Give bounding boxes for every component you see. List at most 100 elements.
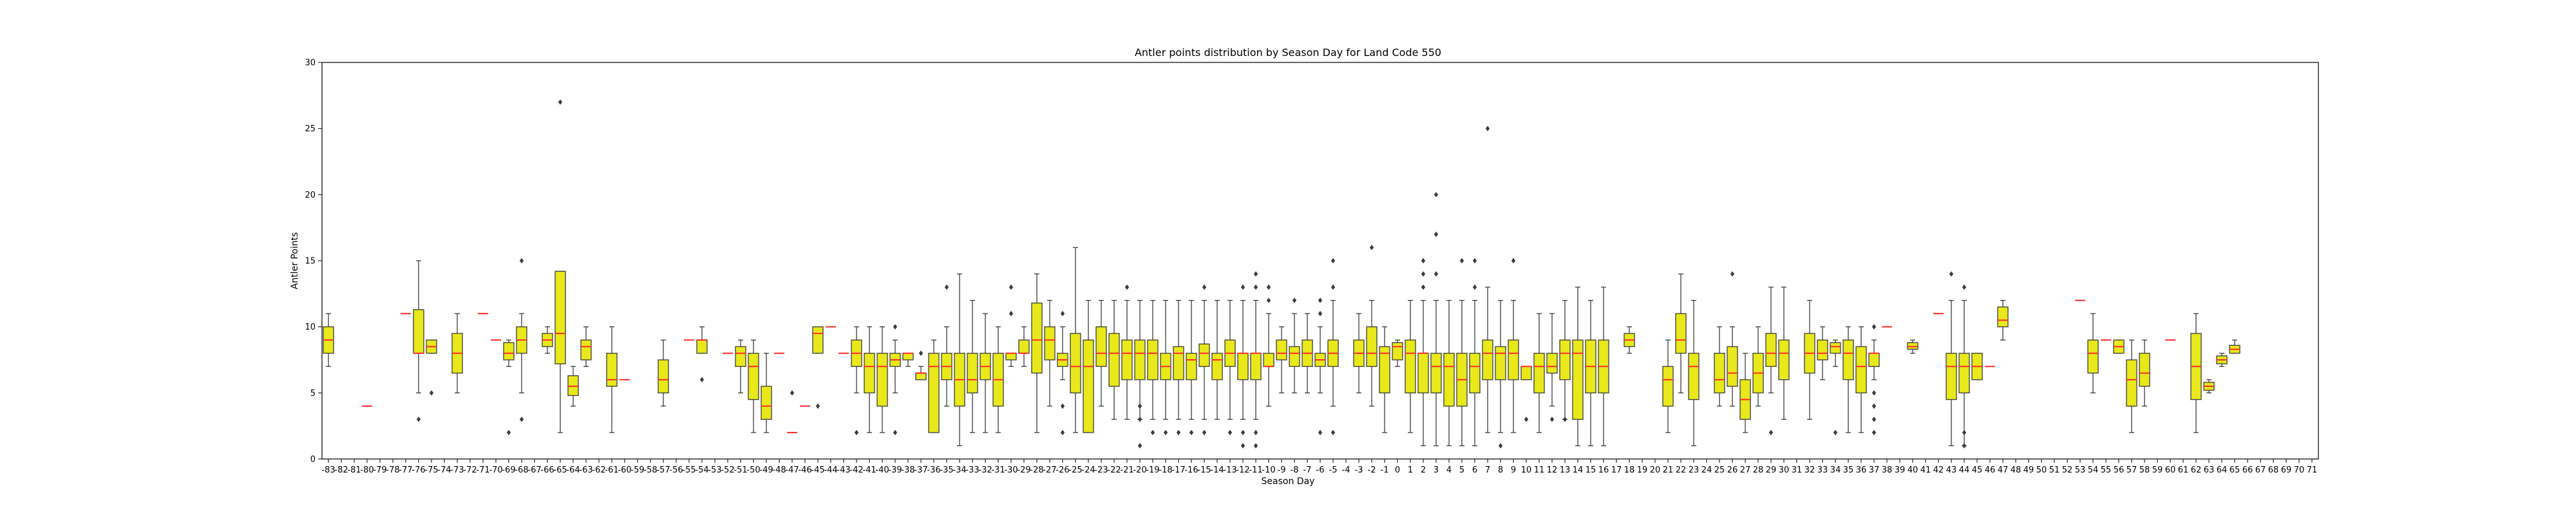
x-tick-label: 37 [1869, 465, 1880, 475]
x-tick-label: -5 [1329, 465, 1338, 475]
x-tick-label: -35 [940, 465, 953, 475]
outlier-point [1871, 390, 1877, 396]
box-iqr [1095, 326, 1107, 367]
x-tick-label: -58 [643, 465, 657, 475]
outlier-point [1871, 417, 1877, 422]
outlier-point [893, 429, 898, 436]
x-tick-label: -7 [1303, 465, 1312, 475]
x-tick-label: -65 [553, 465, 567, 475]
box-iqr [928, 353, 940, 433]
outlier-point [1485, 126, 1490, 131]
box-iqr [1946, 353, 1957, 400]
outlier-point [1768, 429, 1774, 436]
outlier-point [1266, 284, 1271, 290]
box-iqr [748, 353, 759, 400]
x-tick-label: -27 [1043, 465, 1056, 475]
box-iqr [1508, 339, 1519, 380]
outlier-point [1962, 284, 1967, 290]
x-tick-label: -16 [1184, 465, 1198, 475]
box-iqr [1842, 339, 1854, 380]
x-tick-label: -62 [592, 465, 605, 475]
box-iqr [1997, 306, 2009, 328]
x-tick-label: -24 [1081, 465, 1095, 475]
x-tick-label: -60 [618, 465, 631, 475]
x-tick-label: -82 [334, 465, 348, 475]
outlier-point [1253, 429, 1258, 436]
x-tick-label: -14 [1210, 465, 1224, 475]
y-tick-label: 20 [305, 191, 316, 200]
outlier-point [1434, 271, 1439, 277]
x-tick-label: 32 [1804, 465, 1815, 475]
x-tick-label: 55 [2101, 465, 2112, 475]
x-tick-label: -68 [515, 465, 528, 475]
x-tick-label: 56 [2114, 465, 2125, 475]
outlier-point [1176, 429, 1181, 436]
x-tick-label: -42 [849, 465, 863, 475]
x-tick-label: -46 [798, 465, 811, 475]
x-tick-label: -40 [875, 465, 889, 475]
box-iqr [1173, 346, 1184, 380]
outlier-point [558, 99, 563, 105]
x-tick-label: 52 [2062, 465, 2073, 475]
x-tick-label: 8 [1498, 465, 1503, 475]
box-iqr [1830, 342, 1841, 354]
x-tick-label: 67 [2255, 465, 2266, 475]
x-tick-label: 59 [2152, 465, 2163, 475]
box-iqr [1765, 333, 1777, 367]
y-axis-label: Antler Points [290, 232, 300, 290]
box-iqr [2126, 359, 2137, 407]
x-tick-label: -61 [605, 465, 618, 475]
x-tick-label: 20 [1650, 465, 1661, 475]
x-tick-label: 43 [1946, 465, 1957, 475]
x-tick-label: 69 [2281, 465, 2292, 475]
x-tick-label: 27 [1740, 465, 1751, 475]
outlier-point [1318, 310, 1323, 317]
x-tick-label: 41 [1920, 465, 1931, 475]
outlier-point [1253, 271, 1258, 277]
x-tick-label: -49 [759, 465, 773, 475]
x-tick-label: 9 [1511, 465, 1516, 475]
box-iqr [567, 375, 579, 397]
box-iqr [1443, 353, 1455, 407]
x-tick-label: 60 [2165, 465, 2176, 475]
outlier-point [519, 258, 524, 264]
box-iqr [1366, 326, 1378, 367]
x-tick-label: -66 [540, 465, 554, 475]
box-iqr [1546, 353, 1558, 374]
x-tick-label: 35 [1843, 465, 1854, 475]
box-iqr [1211, 353, 1223, 380]
x-tick-label: -25 [1068, 465, 1082, 475]
x-tick-label: 28 [1753, 465, 1764, 475]
x-tick-label: -59 [630, 465, 644, 475]
x-tick-label: 15 [1586, 465, 1596, 475]
box-iqr [1817, 339, 1828, 360]
x-tick-label: 7 [1485, 465, 1490, 475]
x-tick-label: -13 [1223, 465, 1236, 475]
x-tick-label: -79 [373, 465, 386, 475]
x-tick-label: 13 [1560, 465, 1571, 475]
x-tick-label: 40 [1908, 465, 1918, 475]
box-iqr [1198, 343, 1210, 367]
outlier-point [1137, 443, 1142, 449]
x-tick-label: 33 [1817, 465, 1828, 475]
outlier-point [416, 417, 421, 422]
x-tick-label: 42 [1933, 465, 1944, 475]
outlier-point [893, 324, 898, 330]
x-tick-label: -10 [1262, 465, 1275, 475]
box-iqr [1482, 339, 1493, 380]
box-iqr [1714, 353, 1725, 393]
outlier-point [1202, 284, 1207, 290]
x-tick-label: 48 [2011, 465, 2022, 475]
box-iqr [1405, 339, 1416, 393]
box-iqr [1134, 339, 1146, 380]
outlier-point [1962, 429, 1967, 436]
box-iqr [413, 309, 424, 354]
outlier-point [1240, 429, 1245, 436]
box-iqr [1688, 353, 1700, 400]
x-tick-label: 47 [1998, 465, 2009, 475]
y-tick-label: 0 [310, 455, 316, 465]
outlier-point [1833, 429, 1838, 436]
outlier-point [1331, 258, 1336, 264]
outlier-point [1227, 429, 1233, 436]
box-iqr [1186, 353, 1197, 380]
